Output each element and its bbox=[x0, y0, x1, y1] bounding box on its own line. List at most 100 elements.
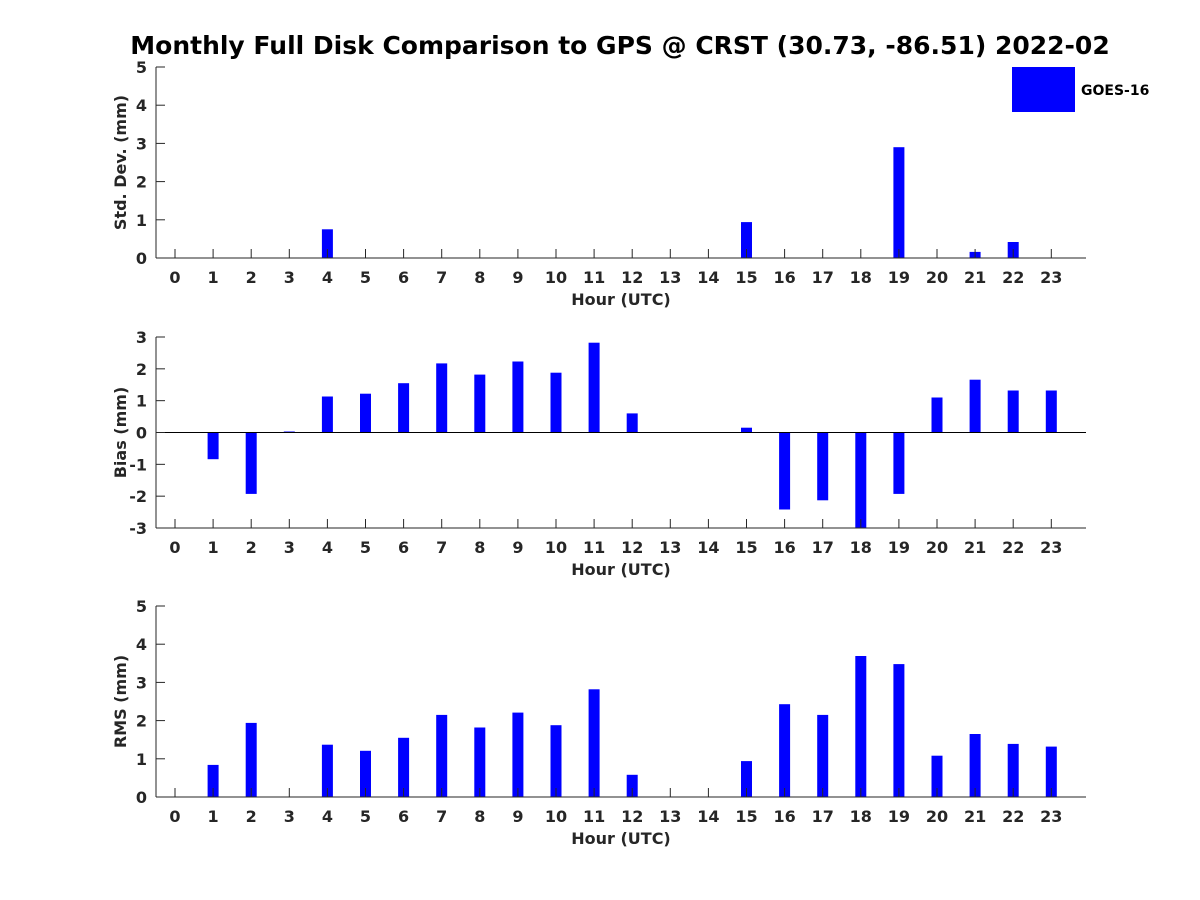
rms-xtick-label: 12 bbox=[621, 807, 643, 826]
bias-xtick-label: 16 bbox=[773, 538, 795, 557]
bias-ytick-label: -3 bbox=[129, 519, 147, 538]
bias-ytick-label: -1 bbox=[129, 455, 147, 474]
std-dev-ytick-label: 3 bbox=[136, 134, 147, 153]
rms-ytick-label: 3 bbox=[136, 673, 147, 692]
rms-xtick-label: 16 bbox=[773, 807, 795, 826]
std-dev-bar-15 bbox=[741, 222, 752, 258]
rms-bar-5 bbox=[360, 750, 371, 797]
std-dev-xtick-label: 3 bbox=[284, 268, 295, 287]
rms-bar-9 bbox=[512, 712, 524, 797]
rms-xtick-label: 23 bbox=[1040, 807, 1062, 826]
bias-bar-5 bbox=[360, 393, 371, 433]
rms-xtick-label: 4 bbox=[322, 807, 333, 826]
rms-bar-1 bbox=[207, 764, 219, 797]
std-dev-xtick-label: 17 bbox=[812, 268, 834, 287]
rms-xtick-label: 11 bbox=[583, 807, 605, 826]
chart-title: Monthly Full Disk Comparison to GPS @ CR… bbox=[130, 31, 1109, 60]
bias-xtick-label: 23 bbox=[1040, 538, 1062, 557]
bias-bar-9 bbox=[512, 361, 524, 433]
bias-xtick-label: 11 bbox=[583, 538, 605, 557]
std-dev-xtick-label: 8 bbox=[474, 268, 485, 287]
std-dev-ytick-label: 2 bbox=[136, 173, 147, 192]
bias-bar-8 bbox=[474, 374, 486, 433]
rms-ytick-label: 1 bbox=[136, 750, 147, 769]
bias-xtick-label: 5 bbox=[360, 538, 371, 557]
rms-bar-15 bbox=[741, 761, 752, 797]
rms-xtick-label: 20 bbox=[926, 807, 948, 826]
rms-xtick-label: 0 bbox=[169, 807, 180, 826]
std-dev-xtick-label: 14 bbox=[697, 268, 719, 287]
std-dev-xtick-label: 13 bbox=[659, 268, 681, 287]
std-dev-ytick-label: 5 bbox=[136, 58, 147, 77]
rms-bar-20 bbox=[931, 755, 943, 797]
rms-bar-23 bbox=[1045, 746, 1057, 797]
rms-xtick-label: 15 bbox=[735, 807, 757, 826]
std-dev-xtick-label: 0 bbox=[169, 268, 180, 287]
legend: GOES-16 bbox=[1012, 67, 1149, 112]
rms-bar-6 bbox=[398, 737, 410, 797]
rms-xtick-label: 21 bbox=[964, 807, 986, 826]
rms-xtick-label: 5 bbox=[360, 807, 371, 826]
rms-ytick-label: 2 bbox=[136, 712, 147, 731]
rms-bar-10 bbox=[550, 725, 562, 797]
bias-ytick-label: 1 bbox=[136, 392, 147, 411]
std-dev-xtick-label: 11 bbox=[583, 268, 605, 287]
std-dev-xtick-label: 12 bbox=[621, 268, 643, 287]
rms-bar-22 bbox=[1007, 743, 1019, 797]
std-dev-xtick-label: 10 bbox=[545, 268, 567, 287]
rms-bar-8 bbox=[474, 727, 486, 797]
rms-xtick-label: 9 bbox=[512, 807, 523, 826]
std-dev-xtick-label: 20 bbox=[926, 268, 948, 287]
std-dev-xtick-label: 16 bbox=[773, 268, 795, 287]
rms-bar-16 bbox=[779, 704, 791, 797]
bias-bar-23 bbox=[1045, 390, 1057, 433]
bias-ytick-label: 0 bbox=[136, 424, 147, 443]
bias-xtick-label: 10 bbox=[545, 538, 567, 557]
bias-bar-21 bbox=[969, 379, 981, 433]
bias-bar-17 bbox=[817, 432, 829, 501]
bias-bar-19 bbox=[893, 432, 905, 494]
std-dev-xtick-label: 4 bbox=[322, 268, 333, 287]
std-dev-xtick-label: 19 bbox=[888, 268, 910, 287]
bias-xtick-label: 3 bbox=[284, 538, 295, 557]
rms-bar-2 bbox=[245, 722, 257, 797]
rms-xtick-label: 18 bbox=[850, 807, 872, 826]
rms-bar-21 bbox=[969, 734, 981, 797]
bias-xtick-label: 9 bbox=[512, 538, 523, 557]
bias-xtick-label: 14 bbox=[697, 538, 719, 557]
rms-bar-12 bbox=[626, 774, 638, 797]
rms-bar-4 bbox=[321, 744, 333, 797]
bias-xtick-label: 18 bbox=[850, 538, 872, 557]
bias-xtick-label: 20 bbox=[926, 538, 948, 557]
rms-ylabel: RMS (mm) bbox=[111, 655, 130, 748]
bias-xtick-label: 13 bbox=[659, 538, 681, 557]
bias-bar-15 bbox=[741, 427, 752, 433]
bias-bar-16 bbox=[779, 432, 791, 510]
bias-bar-2 bbox=[245, 432, 257, 494]
bias-ytick-label: -2 bbox=[129, 487, 147, 506]
bias-xtick-label: 1 bbox=[208, 538, 219, 557]
std-dev-xtick-label: 2 bbox=[246, 268, 257, 287]
rms-xtick-label: 6 bbox=[398, 807, 409, 826]
rms-ytick-label: 0 bbox=[136, 788, 147, 807]
rms-ytick-label: 4 bbox=[136, 635, 147, 654]
rms-xtick-label: 2 bbox=[246, 807, 257, 826]
rms-bar-7 bbox=[436, 714, 448, 797]
bias-xtick-label: 19 bbox=[888, 538, 910, 557]
std-dev-ylabel: Std. Dev. (mm) bbox=[111, 95, 130, 230]
bias-xtick-label: 12 bbox=[621, 538, 643, 557]
bias-xtick-label: 17 bbox=[812, 538, 834, 557]
bias-bar-18 bbox=[855, 432, 867, 528]
bias-xtick-label: 4 bbox=[322, 538, 333, 557]
legend-swatch bbox=[1012, 67, 1075, 112]
std-dev-xtick-label: 6 bbox=[398, 268, 409, 287]
bias-xtick-label: 6 bbox=[398, 538, 409, 557]
rms-xtick-label: 17 bbox=[812, 807, 834, 826]
std-dev-ytick-label: 1 bbox=[136, 211, 147, 230]
bias-xtick-label: 21 bbox=[964, 538, 986, 557]
bias-bar-11 bbox=[588, 342, 600, 433]
std-dev-ytick-label: 4 bbox=[136, 96, 147, 115]
